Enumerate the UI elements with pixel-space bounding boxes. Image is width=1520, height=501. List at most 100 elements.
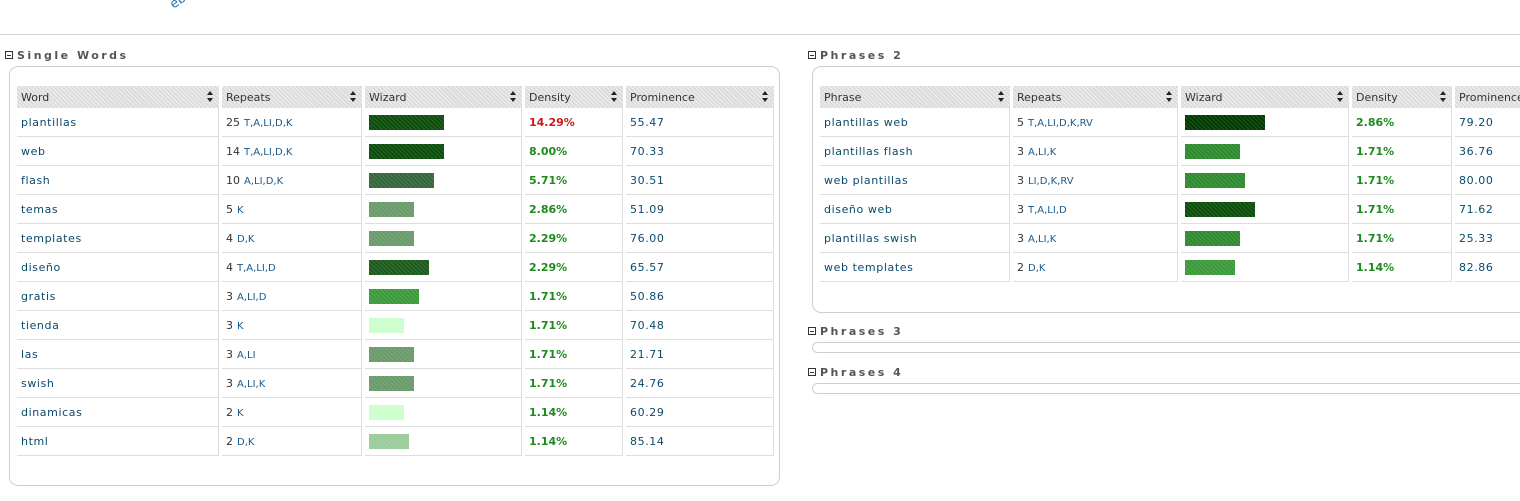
prominence-cell: 65.57: [626, 253, 774, 282]
section-header-phrases-3[interactable]: Phrases 3: [808, 324, 903, 338]
repeat-count: 4: [226, 260, 233, 274]
wizard-cell: [365, 311, 522, 340]
keyword-cell[interactable]: templates: [17, 224, 219, 253]
collapse-icon[interactable]: [808, 327, 816, 335]
density-cell: 2.29%: [525, 253, 623, 282]
column-header-wizard[interactable]: Wizard: [365, 86, 522, 108]
prominence-cell: 70.48: [626, 311, 774, 340]
column-header-repeats[interactable]: Repeats: [222, 86, 362, 108]
table-row: las 3 A,LI 1.71% 21.71: [17, 340, 774, 369]
collapse-icon[interactable]: [808, 51, 816, 59]
top-fragment-text: eb: [167, 0, 190, 13]
table-row: temas 5 K 2.86% 51.09: [17, 195, 774, 224]
repeat-count: 3: [226, 376, 233, 390]
column-header-label: Repeats: [226, 90, 271, 104]
repeat-count: 5: [226, 202, 233, 216]
keyword-cell[interactable]: gratis: [17, 282, 219, 311]
keyword-cell[interactable]: plantillas: [17, 108, 219, 137]
phrases-2-table: Phrase Repeats Wizard Density Prominence pla…: [817, 86, 1520, 282]
column-header-label: Density: [529, 90, 571, 104]
collapse-icon[interactable]: [808, 368, 816, 376]
repeat-codes: K: [237, 320, 244, 332]
repeats-cell: 2 D,K: [222, 427, 362, 456]
keyword-cell[interactable]: swish: [17, 369, 219, 398]
repeat-codes: T,A,LI,D: [1028, 204, 1067, 216]
column-header-wizard[interactable]: Wizard: [1181, 86, 1349, 108]
wizard-cell: [365, 282, 522, 311]
column-header-prominence[interactable]: Prominence: [1455, 86, 1520, 108]
keyword-cell[interactable]: diseño: [17, 253, 219, 282]
column-header-label: Word: [21, 90, 50, 104]
column-header-phrase[interactable]: Phrase: [820, 86, 1010, 108]
keyword-cell[interactable]: plantillas flash: [820, 137, 1010, 166]
wizard-cell: [365, 224, 522, 253]
section-header-phrases-4[interactable]: Phrases 4: [808, 365, 903, 379]
sort-arrows-icon[interactable]: [762, 91, 769, 103]
sort-arrows-icon[interactable]: [510, 91, 517, 103]
prominence-cell: 30.51: [626, 166, 774, 195]
repeat-count: 3: [1017, 144, 1024, 158]
density-cell: 1.14%: [525, 427, 623, 456]
repeat-codes: T,A,LI,D,K: [244, 117, 293, 129]
keyword-cell[interactable]: diseño web: [820, 195, 1010, 224]
keyword-cell[interactable]: plantillas swish: [820, 224, 1010, 253]
wizard-cell: [365, 427, 522, 456]
table-row: diseño web 3 T,A,LI,D 1.71% 71.62: [820, 195, 1520, 224]
repeats-cell: 25 T,A,LI,D,K: [222, 108, 362, 137]
column-header-label: Density: [1356, 90, 1398, 104]
repeat-count: 3: [1017, 231, 1024, 245]
sort-arrows-icon[interactable]: [998, 91, 1005, 103]
column-header-density[interactable]: Density: [525, 86, 623, 108]
keyword-cell[interactable]: temas: [17, 195, 219, 224]
repeats-cell: 3 A,LI,K: [222, 369, 362, 398]
repeat-count: 10: [226, 173, 240, 187]
column-header-label: Prominence: [1459, 90, 1520, 104]
section-title: Phrases 2: [820, 48, 904, 62]
column-header-label: Wizard: [369, 90, 407, 104]
repeat-count: 3: [226, 289, 233, 303]
keyword-cell[interactable]: dinamicas: [17, 398, 219, 427]
section-header-single-words[interactable]: Single Words: [5, 48, 129, 62]
sort-arrows-icon[interactable]: [611, 91, 618, 103]
table-row: gratis 3 A,LI,D 1.71% 50.86: [17, 282, 774, 311]
wizard-bar: [369, 404, 404, 420]
keyword-cell[interactable]: web: [17, 137, 219, 166]
wizard-bar: [1185, 114, 1265, 130]
wizard-bar: [369, 433, 409, 449]
repeats-cell: 4 T,A,LI,D: [222, 253, 362, 282]
section-header-phrases-2[interactable]: Phrases 2: [808, 48, 903, 62]
repeats-cell: 3 A,LI,K: [1013, 137, 1178, 166]
prominence-cell: 55.47: [626, 108, 774, 137]
repeat-codes: T,A,LI,D,K,RV: [1028, 117, 1093, 129]
single-words-table: Word Repeats Wizard Density Prominence plant…: [14, 86, 777, 456]
keyword-cell[interactable]: flash: [17, 166, 219, 195]
sort-arrows-icon[interactable]: [1337, 91, 1344, 103]
keyword-cell[interactable]: tienda: [17, 311, 219, 340]
collapse-icon[interactable]: [5, 51, 13, 59]
column-header-density[interactable]: Density: [1352, 86, 1452, 108]
prominence-cell: 71.62: [1455, 195, 1520, 224]
sort-arrows-icon[interactable]: [207, 91, 214, 103]
wizard-bar: [369, 230, 414, 246]
keyword-cell[interactable]: plantillas web: [820, 108, 1010, 137]
repeats-cell: 3 LI,D,K,RV: [1013, 166, 1178, 195]
table-row: dinamicas 2 K 1.14% 60.29: [17, 398, 774, 427]
column-header-prominence[interactable]: Prominence: [626, 86, 774, 108]
keyword-cell[interactable]: html: [17, 427, 219, 456]
sort-arrows-icon[interactable]: [350, 91, 357, 103]
sort-arrows-icon[interactable]: [1166, 91, 1173, 103]
density-cell: 1.71%: [525, 311, 623, 340]
wizard-bar: [369, 114, 444, 130]
column-header-word[interactable]: Word: [17, 86, 219, 108]
repeat-codes: D,K: [1028, 262, 1046, 274]
density-cell: 1.71%: [525, 369, 623, 398]
keyword-cell[interactable]: web templates: [820, 253, 1010, 282]
sort-arrows-icon[interactable]: [1440, 91, 1447, 103]
table-header-row: Phrase Repeats Wizard Density Prominence: [820, 86, 1520, 108]
keyword-cell[interactable]: las: [17, 340, 219, 369]
table-header-row: Word Repeats Wizard Density Prominence: [17, 86, 774, 108]
column-header-repeats[interactable]: Repeats: [1013, 86, 1178, 108]
keyword-cell[interactable]: web plantillas: [820, 166, 1010, 195]
density-cell: 1.71%: [1352, 224, 1452, 253]
